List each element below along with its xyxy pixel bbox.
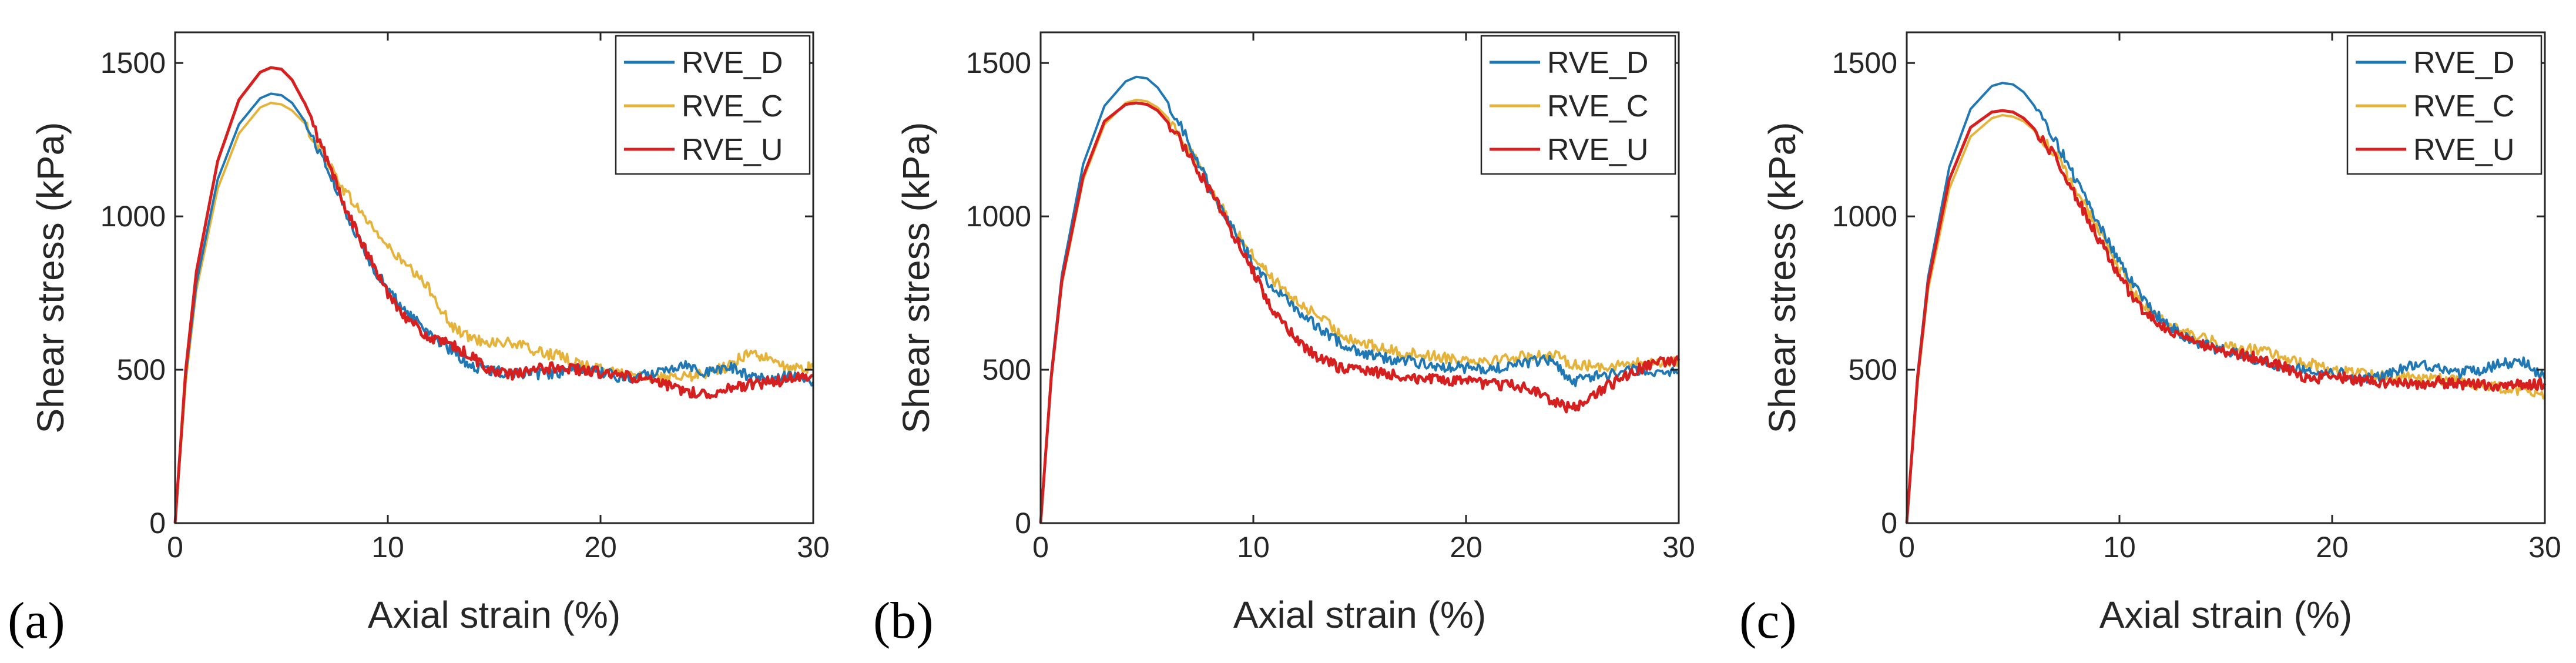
legend-label-rve-c-b: RVE_C [1547, 89, 1648, 123]
x-tick-label-20-c: 20 [2316, 531, 2349, 564]
series-layer-a [173, 66, 814, 524]
series-line-rve-d-b [1039, 75, 1679, 524]
y-axis-label-b: Shear stress (kPa) [895, 122, 937, 434]
y-tick-label-1000-c: 1000 [1832, 200, 1897, 233]
panel-b: 0 10 20 30 0 500 1000 1500 Axial strain (%) She… [873, 31, 1695, 649]
series-line-rve-c-b [1039, 98, 1680, 524]
panel-label-a: (a) [8, 592, 65, 649]
x-tick-label-10-c: 10 [2103, 531, 2136, 564]
y-tick-label-1000-a: 1000 [100, 200, 166, 233]
x-tick-label-30-a: 30 [797, 531, 830, 564]
series-line-rve-u-a [173, 66, 814, 524]
x-tick-label-20-a: 20 [584, 531, 617, 564]
legend-b: RVE_D RVE_C RVE_U [1480, 35, 1676, 175]
legend-label-rve-c-c: RVE_C [2413, 89, 2514, 123]
y-tick-label-500-b: 500 [982, 353, 1031, 386]
x-axis-label-c: Axial strain (%) [2099, 594, 2352, 636]
ticks-a: 0 10 20 30 0 500 1000 1500 [100, 32, 830, 564]
panel-label-b: (b) [873, 592, 934, 649]
x-axis-label-b: Axial strain (%) [1233, 594, 1486, 636]
x-axis-label-a: Axial strain (%) [368, 594, 620, 636]
x-tick-label-10-b: 10 [1237, 531, 1270, 564]
panel-label-c: (c) [1739, 592, 1797, 649]
y-tick-label-500-c: 500 [1849, 353, 1897, 386]
y-axis-label-c: Shear stress (kPa) [1761, 122, 1803, 434]
y-tick-label-0-a: 0 [149, 507, 166, 540]
series-line-rve-u-b [1039, 101, 1681, 524]
series-layer-b [1039, 75, 1681, 524]
legend-label-rve-d-b: RVE_D [1547, 46, 1648, 80]
x-tick-label-20-b: 20 [1450, 531, 1482, 564]
x-tick-label-30-b: 30 [1662, 531, 1695, 564]
legend-label-rve-u-c: RVE_U [2413, 133, 2514, 167]
panel-a: 0 10 20 30 0 500 1000 1500 Axial strain (%) She… [8, 31, 830, 649]
legend-label-rve-d-c: RVE_D [2413, 46, 2514, 80]
axes-frame-a [174, 31, 814, 524]
y-tick-label-0-b: 0 [1015, 507, 1031, 540]
ticks-c: 0 10 20 30 0 500 1000 1500 [1832, 32, 2561, 564]
legend-c: RVE_D RVE_C RVE_U [2346, 35, 2543, 175]
x-tick-label-0-c: 0 [1899, 531, 1915, 564]
x-tick-label-0-b: 0 [1032, 531, 1049, 564]
axes-frame-c [1906, 31, 2546, 524]
legend-a: RVE_D RVE_C RVE_U [615, 35, 811, 175]
series-line-rve-u-c [1905, 109, 2547, 524]
y-tick-label-500-a: 500 [117, 353, 166, 386]
series-layer-c [1905, 82, 2547, 524]
y-tick-label-1500-b: 1500 [966, 46, 1031, 79]
legend-label-rve-u-b: RVE_U [1547, 133, 1648, 167]
x-tick-label-10-a: 10 [371, 531, 404, 564]
axes-frame-b [1039, 31, 1680, 524]
legend-label-rve-u-a: RVE_U [682, 133, 783, 167]
y-tick-label-1500-c: 1500 [1832, 46, 1897, 79]
legend-label-rve-c-a: RVE_C [682, 89, 783, 123]
y-tick-label-1000-b: 1000 [966, 200, 1031, 233]
x-tick-label-30-c: 30 [2528, 531, 2561, 564]
x-tick-label-0-a: 0 [167, 531, 183, 564]
legend-label-rve-d-a: RVE_D [682, 46, 783, 80]
ticks-b: 0 10 20 30 0 500 1000 1500 [966, 32, 1695, 564]
panel-c: 0 10 20 30 0 500 1000 1500 Axial strain (%) She… [1739, 31, 2561, 649]
y-tick-label-0-c: 0 [1881, 507, 1897, 540]
y-axis-label-a: Shear stress (kPa) [29, 122, 72, 434]
y-tick-label-1500-a: 1500 [100, 46, 166, 79]
